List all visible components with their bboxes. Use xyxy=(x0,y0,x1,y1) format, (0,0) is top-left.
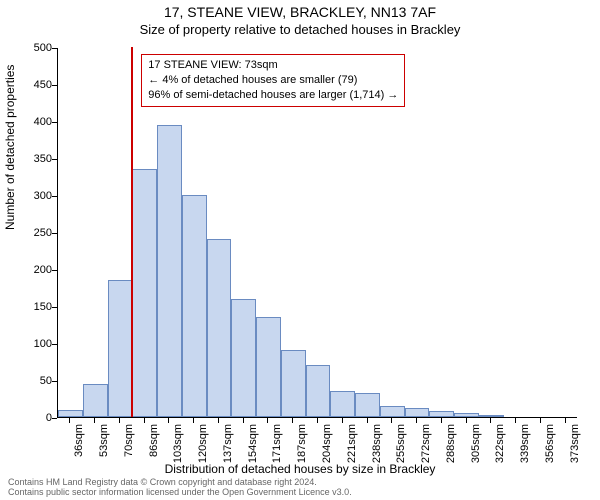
chart-plot-area: 17 STEANE VIEW: 73sqm← 4% of detached ho… xyxy=(57,48,577,418)
x-tick-label: 103sqm xyxy=(172,424,184,463)
x-tick-mark xyxy=(119,418,120,423)
y-tick-label: 50 xyxy=(12,375,52,387)
histogram-bar xyxy=(429,411,454,417)
x-tick-mark xyxy=(193,418,194,423)
x-tick-mark xyxy=(391,418,392,423)
property-marker-line xyxy=(131,47,133,417)
y-tick-mark xyxy=(52,159,57,160)
x-tick-label: 86sqm xyxy=(148,424,160,457)
page-subtitle: Size of property relative to detached ho… xyxy=(0,20,600,37)
x-tick-mark xyxy=(565,418,566,423)
y-tick-mark xyxy=(52,196,57,197)
histogram-bar xyxy=(132,169,157,417)
histogram-bar xyxy=(281,350,306,417)
x-tick-label: 238sqm xyxy=(371,424,383,463)
x-tick-mark xyxy=(466,418,467,423)
x-tick-label: 204sqm xyxy=(321,424,333,463)
y-tick-mark xyxy=(52,381,57,382)
histogram-bar xyxy=(256,317,281,417)
y-tick-label: 400 xyxy=(12,116,52,128)
page-title-address: 17, STEANE VIEW, BRACKLEY, NN13 7AF xyxy=(0,0,600,20)
x-tick-label: 356sqm xyxy=(544,424,556,463)
y-tick-label: 150 xyxy=(12,301,52,313)
histogram-bar xyxy=(207,239,232,417)
x-tick-mark xyxy=(267,418,268,423)
x-tick-mark xyxy=(367,418,368,423)
x-axis-label: Distribution of detached houses by size … xyxy=(0,462,600,476)
y-tick-label: 300 xyxy=(12,190,52,202)
annotation-line: ← 4% of detached houses are smaller (79) xyxy=(148,73,398,88)
x-tick-label: 272sqm xyxy=(420,424,432,463)
histogram-bar xyxy=(58,410,83,417)
y-tick-label: 250 xyxy=(12,227,52,239)
annotation-line: 17 STEANE VIEW: 73sqm xyxy=(148,58,398,73)
x-tick-mark xyxy=(342,418,343,423)
x-tick-mark xyxy=(416,418,417,423)
x-tick-label: 221sqm xyxy=(346,424,358,463)
y-tick-label: 0 xyxy=(12,412,52,424)
y-tick-label: 350 xyxy=(12,153,52,165)
x-tick-label: 288sqm xyxy=(445,424,457,463)
footer-attribution: Contains HM Land Registry data © Crown c… xyxy=(8,478,352,498)
x-tick-label: 373sqm xyxy=(569,424,581,463)
y-tick-label: 100 xyxy=(12,338,52,350)
x-tick-mark xyxy=(292,418,293,423)
x-tick-mark xyxy=(168,418,169,423)
y-tick-label: 450 xyxy=(12,79,52,91)
histogram-bar xyxy=(479,415,504,417)
histogram-bar xyxy=(306,365,331,417)
x-tick-label: 322sqm xyxy=(494,424,506,463)
histogram-bar xyxy=(405,408,430,417)
histogram-bar xyxy=(182,195,207,417)
x-tick-label: 120sqm xyxy=(197,424,209,463)
x-tick-label: 36sqm xyxy=(73,424,85,457)
y-tick-mark xyxy=(52,344,57,345)
x-tick-label: 70sqm xyxy=(123,424,135,457)
x-tick-label: 154sqm xyxy=(247,424,259,463)
x-tick-mark xyxy=(515,418,516,423)
histogram-bar xyxy=(83,384,108,417)
y-tick-mark xyxy=(52,233,57,234)
x-tick-label: 137sqm xyxy=(222,424,234,463)
y-tick-mark xyxy=(52,307,57,308)
x-tick-mark xyxy=(243,418,244,423)
histogram-bar xyxy=(157,125,182,417)
x-tick-label: 187sqm xyxy=(296,424,308,463)
annotation-line: 96% of semi-detached houses are larger (… xyxy=(148,88,398,103)
x-tick-mark xyxy=(317,418,318,423)
histogram-bar xyxy=(380,406,405,417)
x-tick-mark xyxy=(218,418,219,423)
x-tick-mark xyxy=(540,418,541,423)
x-tick-label: 255sqm xyxy=(395,424,407,463)
histogram-bar xyxy=(231,299,256,417)
y-tick-mark xyxy=(52,122,57,123)
x-tick-label: 305sqm xyxy=(470,424,482,463)
x-tick-label: 339sqm xyxy=(519,424,531,463)
footer-line-2: Contains public sector information licen… xyxy=(8,488,352,498)
x-tick-mark xyxy=(441,418,442,423)
x-tick-mark xyxy=(94,418,95,423)
y-tick-mark xyxy=(52,85,57,86)
x-tick-label: 171sqm xyxy=(271,424,283,463)
x-tick-mark xyxy=(69,418,70,423)
annotation-callout: 17 STEANE VIEW: 73sqm← 4% of detached ho… xyxy=(141,54,405,107)
y-tick-label: 500 xyxy=(12,42,52,54)
y-tick-mark xyxy=(52,270,57,271)
y-tick-mark xyxy=(52,418,57,419)
y-tick-label: 200 xyxy=(12,264,52,276)
histogram-bar xyxy=(454,413,479,417)
histogram-bar xyxy=(355,393,380,417)
x-tick-label: 53sqm xyxy=(98,424,110,457)
histogram-bar xyxy=(330,391,355,417)
x-tick-mark xyxy=(144,418,145,423)
histogram-bar xyxy=(108,280,133,417)
y-tick-mark xyxy=(52,48,57,49)
x-tick-mark xyxy=(490,418,491,423)
